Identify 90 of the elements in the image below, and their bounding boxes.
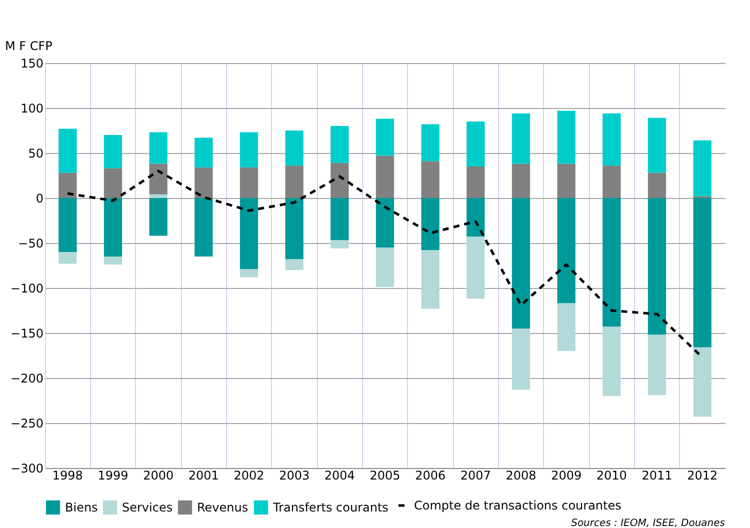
bar bbox=[376, 118, 394, 156]
x-tick-label: 2003 bbox=[279, 468, 310, 482]
bar bbox=[194, 138, 213, 168]
bar bbox=[693, 347, 712, 417]
x-tick-label: 2007 bbox=[460, 468, 491, 482]
bar bbox=[512, 328, 530, 390]
bar bbox=[602, 113, 621, 166]
source-note: Sources : IEOM, ISEE, Douanes bbox=[571, 518, 725, 528]
y-tick-label: −200 bbox=[10, 372, 44, 386]
y-tick-label: −50 bbox=[18, 236, 44, 250]
bar bbox=[421, 250, 440, 309]
y-tick-label: 100 bbox=[20, 102, 44, 116]
x-tick-label: 1999 bbox=[98, 468, 128, 482]
bar bbox=[330, 240, 349, 248]
bar bbox=[194, 167, 213, 198]
x-tick-label: 2006 bbox=[415, 468, 446, 482]
bar bbox=[421, 198, 440, 250]
bar bbox=[376, 248, 394, 288]
bar bbox=[466, 122, 485, 166]
bar bbox=[421, 161, 440, 198]
bar bbox=[194, 198, 213, 256]
bar bbox=[58, 252, 77, 264]
bar bbox=[240, 198, 258, 270]
bar bbox=[58, 128, 77, 173]
legend-label: Biens bbox=[65, 500, 98, 514]
bar bbox=[602, 198, 621, 327]
y-tick-label: −100 bbox=[10, 282, 44, 296]
bar bbox=[648, 172, 666, 198]
x-tick-label: 2009 bbox=[551, 468, 582, 482]
y-tick-label: −250 bbox=[10, 416, 44, 430]
legend-label: Compte de transactions courantes bbox=[414, 498, 622, 512]
x-tick-label: 2002 bbox=[234, 468, 264, 482]
legend-label: Services bbox=[122, 500, 173, 514]
x-tick-label: 2001 bbox=[188, 468, 219, 482]
y-tick-label: 0 bbox=[36, 192, 44, 206]
bar bbox=[58, 198, 77, 252]
bar bbox=[466, 236, 485, 299]
bar bbox=[421, 124, 440, 162]
bar bbox=[330, 162, 349, 198]
bar bbox=[376, 198, 394, 248]
bar bbox=[240, 167, 258, 198]
bar bbox=[285, 130, 304, 166]
x-tick-label: 2004 bbox=[324, 468, 355, 482]
bar bbox=[648, 118, 666, 173]
y-tick-label: 50 bbox=[28, 146, 44, 160]
bar bbox=[512, 198, 530, 328]
bar bbox=[466, 166, 485, 198]
bar bbox=[240, 132, 258, 168]
bar bbox=[149, 194, 168, 198]
bar bbox=[104, 198, 122, 256]
bar bbox=[285, 259, 304, 270]
x-tick-label: 2012 bbox=[687, 468, 718, 482]
y-tick-label: 150 bbox=[20, 56, 44, 70]
bar bbox=[512, 164, 530, 198]
bar bbox=[557, 110, 576, 164]
x-tick-label: 2000 bbox=[143, 468, 174, 482]
x-tick-label: 2010 bbox=[596, 468, 627, 482]
bar bbox=[104, 168, 122, 198]
bar bbox=[149, 164, 168, 194]
bar bbox=[557, 198, 576, 304]
bar bbox=[104, 135, 122, 168]
y-tick-label: −300 bbox=[10, 462, 44, 476]
bar bbox=[648, 198, 666, 335]
x-tick-label: 2008 bbox=[506, 468, 536, 482]
bar bbox=[557, 164, 576, 198]
bar bbox=[693, 198, 712, 348]
bar bbox=[240, 269, 258, 278]
legend-label: Transferts courants bbox=[272, 500, 388, 514]
bar bbox=[58, 172, 77, 198]
bar bbox=[648, 334, 666, 396]
bar bbox=[376, 156, 394, 198]
bar bbox=[512, 113, 530, 164]
y-axis-title: M F CFP bbox=[5, 39, 52, 53]
bar bbox=[149, 132, 168, 164]
bar bbox=[149, 198, 168, 236]
bar bbox=[285, 166, 304, 198]
bar bbox=[602, 326, 621, 396]
bar bbox=[104, 256, 122, 265]
x-tick-label: 1998 bbox=[52, 468, 83, 482]
bar bbox=[602, 166, 621, 198]
legend-label: Revenus bbox=[197, 500, 248, 514]
bar bbox=[330, 198, 349, 240]
bar bbox=[285, 198, 304, 260]
y-tick-label: −150 bbox=[10, 326, 44, 340]
bar bbox=[557, 303, 576, 351]
x-tick-label: 2005 bbox=[370, 468, 400, 482]
bar bbox=[330, 126, 349, 163]
x-tick-label: 2011 bbox=[642, 468, 672, 482]
bar bbox=[466, 198, 485, 237]
bar bbox=[693, 140, 712, 196]
